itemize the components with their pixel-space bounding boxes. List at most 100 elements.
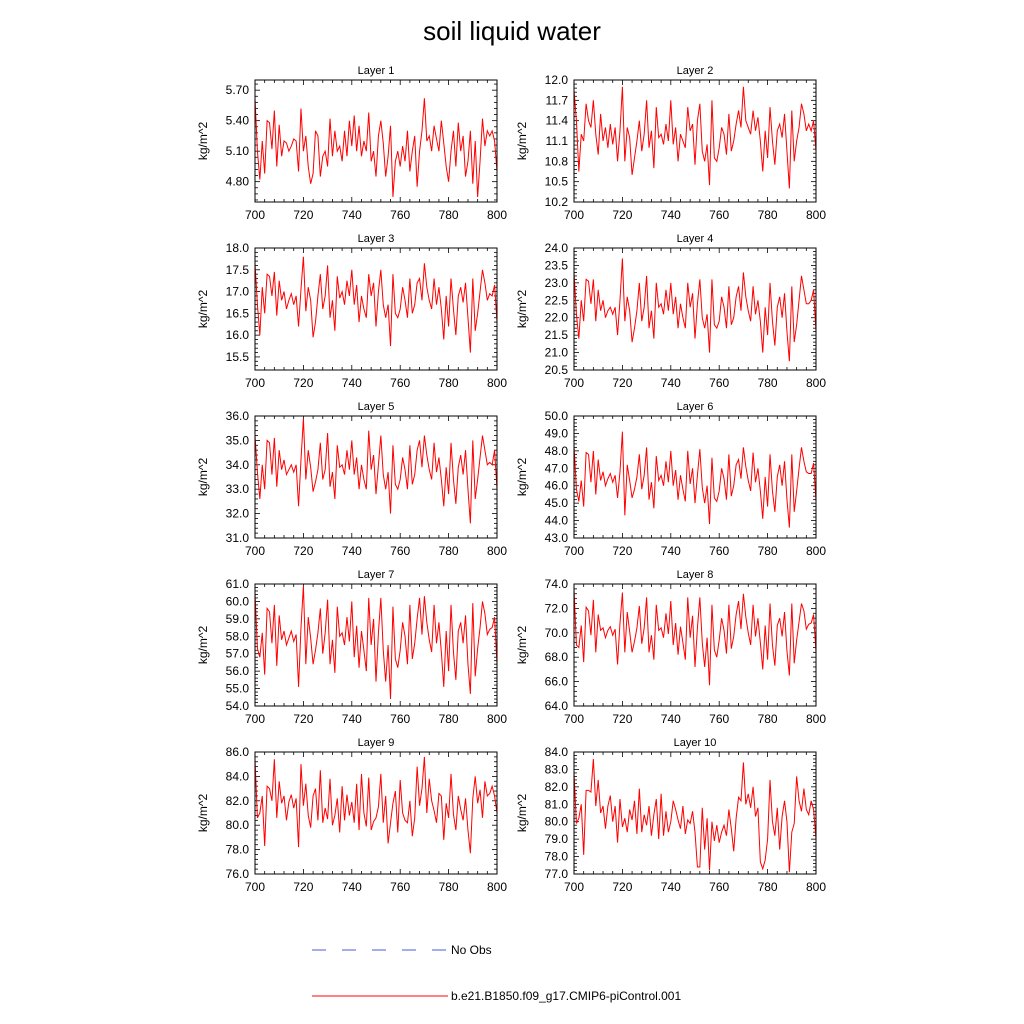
panel-1: Layer 1 700 720 740 760 780 800 4.80 5.10 5.40 5.7…	[196, 65, 507, 222]
page-title: soil liquid water	[423, 16, 601, 46]
y-tick-label: 22.5	[545, 293, 569, 307]
chart-panels: Layer 1 700 720 740 760 780 800 4.80 5.10 5.40 5.7…	[196, 65, 826, 894]
x-tick-label: 720	[293, 208, 313, 222]
x-tick-label: 740	[661, 376, 681, 390]
panel-5: Layer 5 700 720 740 760 780 800 31.0 32.0 33.0 34.…	[196, 401, 507, 558]
x-tick-label: 700	[564, 208, 584, 222]
x-tick-label: 740	[342, 712, 362, 726]
panel-title: Layer 10	[674, 737, 717, 749]
x-tick-label: 780	[439, 712, 459, 726]
plot-frame	[573, 415, 817, 539]
y-tick-label: 32.0	[226, 507, 250, 521]
y-tick-label: 84.0	[545, 745, 569, 759]
y-tick-label: 23.5	[545, 258, 569, 272]
y-tick-label: 78.0	[226, 843, 250, 857]
x-tick-label: 800	[806, 712, 826, 726]
panel-7: Layer 7 700 720 740 760 780 800 54.0 55.0 56.0 57.…	[196, 569, 507, 726]
x-tick-label: 760	[709, 544, 729, 558]
panel-title: Layer 5	[358, 401, 395, 413]
x-tick-label: 760	[390, 880, 410, 894]
y-tick-label: 50.0	[545, 409, 569, 423]
x-tick-label: 700	[245, 376, 265, 390]
x-tick-label: 800	[806, 376, 826, 390]
y-tick-label: 80.0	[545, 815, 569, 829]
series-line	[573, 588, 817, 686]
y-tick-label: 83.0	[545, 762, 569, 776]
y-axis-label: kg/m^2	[196, 290, 210, 329]
x-tick-label: 740	[661, 544, 681, 558]
panel-10: Layer 10 700 720 740 760 780 800 77.0 78.0 79.0 80…	[515, 737, 826, 894]
x-tick-label: 780	[758, 712, 778, 726]
y-axis-label: kg/m^2	[196, 122, 210, 161]
x-tick-label: 720	[612, 880, 632, 894]
y-tick-label: 21.5	[545, 328, 569, 342]
x-tick-label: 780	[439, 208, 459, 222]
y-tick-label: 56.0	[226, 664, 250, 678]
y-tick-label: 74.0	[545, 577, 569, 591]
y-tick-label: 57.0	[226, 647, 250, 661]
x-tick-label: 800	[487, 544, 507, 558]
y-axis-label: kg/m^2	[515, 458, 529, 497]
y-tick-label: 18.0	[226, 241, 250, 255]
x-tick-label: 740	[661, 208, 681, 222]
y-tick-label: 70.0	[545, 626, 569, 640]
panel-title: Layer 9	[358, 737, 395, 749]
y-tick-label: 10.2	[545, 195, 569, 209]
y-tick-label: 72.0	[545, 601, 569, 615]
x-tick-label: 780	[439, 376, 459, 390]
x-tick-label: 760	[709, 712, 729, 726]
y-axis-label: kg/m^2	[196, 794, 210, 833]
x-tick-label: 700	[564, 544, 584, 558]
x-tick-label: 760	[390, 712, 410, 726]
y-tick-label: 68.0	[545, 650, 569, 664]
y-tick-label: 46.0	[545, 479, 569, 493]
x-tick-label: 780	[439, 880, 459, 894]
y-tick-label: 44.0	[545, 514, 569, 528]
y-tick-label: 82.0	[226, 794, 250, 808]
x-tick-label: 720	[612, 208, 632, 222]
y-tick-label: 82.0	[545, 780, 569, 794]
y-tick-label: 61.0	[226, 577, 250, 591]
x-tick-label: 740	[342, 880, 362, 894]
panel-title: Layer 3	[358, 233, 395, 245]
y-tick-label: 45.0	[545, 496, 569, 510]
y-tick-label: 4.80	[226, 175, 250, 189]
x-tick-label: 720	[293, 880, 313, 894]
y-tick-label: 20.5	[545, 363, 569, 377]
y-tick-label: 17.5	[226, 263, 250, 277]
series-line	[573, 258, 817, 362]
x-tick-label: 720	[612, 712, 632, 726]
x-tick-label: 800	[487, 376, 507, 390]
panel-title: Layer 1	[358, 65, 395, 77]
y-tick-label: 5.70	[226, 83, 250, 97]
x-tick-label: 740	[661, 880, 681, 894]
x-tick-label: 700	[245, 880, 265, 894]
y-tick-label: 66.0	[545, 675, 569, 689]
legend-model-label: b.e21.B1850.f09_g17.CMIP6-piControl.001	[451, 989, 681, 1003]
y-tick-label: 36.0	[226, 409, 250, 423]
panel-4: Layer 4 700 720 740 760 780 800 20.5 21.0 21.5 22.…	[515, 233, 826, 390]
series-line	[254, 98, 498, 197]
x-tick-label: 760	[390, 544, 410, 558]
x-tick-label: 800	[487, 208, 507, 222]
x-tick-label: 760	[709, 376, 729, 390]
plot-frame	[573, 583, 817, 707]
y-tick-label: 12.0	[545, 73, 569, 87]
plot-frame	[254, 415, 498, 539]
y-tick-label: 47.0	[545, 461, 569, 475]
x-tick-label: 720	[293, 376, 313, 390]
x-tick-label: 780	[758, 376, 778, 390]
plot-frame	[254, 583, 498, 707]
y-tick-label: 5.40	[226, 114, 250, 128]
x-tick-label: 760	[709, 880, 729, 894]
x-tick-label: 780	[439, 544, 459, 558]
y-tick-label: 54.0	[226, 699, 250, 713]
x-tick-label: 800	[806, 880, 826, 894]
panel-title: Layer 4	[677, 233, 714, 245]
x-tick-label: 700	[564, 880, 584, 894]
y-tick-label: 24.0	[545, 241, 569, 255]
y-tick-label: 58.0	[226, 629, 250, 643]
y-tick-label: 34.0	[226, 458, 250, 472]
x-tick-label: 760	[709, 208, 729, 222]
x-tick-label: 700	[245, 712, 265, 726]
